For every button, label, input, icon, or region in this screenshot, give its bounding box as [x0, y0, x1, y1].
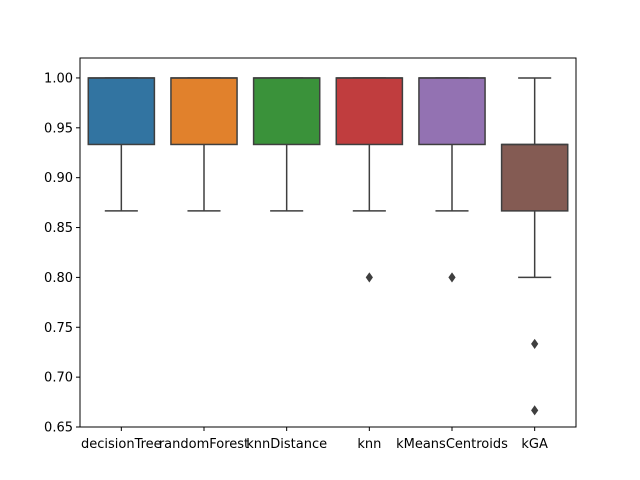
box-group-kMeansCentroids: [418, 77, 486, 283]
y-tick-label: 0.70: [44, 371, 73, 386]
box-group-randomForest: [170, 77, 238, 212]
x-tick-label: decisionTree: [81, 437, 162, 452]
x-tick-label: kGA: [521, 437, 548, 452]
x-tick-label: knnDistance: [246, 437, 327, 452]
y-axis: 0.65 0.70 0.75 0.80 0.85 0.90 0.95 1.00: [44, 71, 80, 436]
box-knnDistance: [252, 77, 321, 146]
box-group-knnDistance: [252, 77, 321, 212]
box-group-kGA: [500, 77, 569, 416]
box-randomForest: [170, 77, 238, 146]
box-knn: [335, 77, 404, 146]
y-tick-label: 0.80: [44, 271, 73, 286]
outlier-point: [448, 272, 456, 283]
box-group-decisionTree: [87, 77, 156, 212]
box-kMeansCentroids: [418, 77, 486, 146]
box-group-knn: [335, 77, 404, 283]
box-decisionTree: [87, 77, 156, 146]
y-tick-label: 0.95: [44, 121, 73, 136]
x-tick-label: kMeansCentroids: [396, 437, 508, 452]
outlier-point: [531, 405, 539, 416]
outlier-point: [531, 338, 539, 349]
y-tick-label: 0.85: [44, 221, 73, 236]
outlier-point: [365, 272, 373, 283]
box-kGA: [500, 143, 569, 212]
y-tick-label: 1.00: [44, 71, 73, 86]
y-tick-label: 0.65: [44, 421, 73, 436]
y-tick-label: 0.90: [44, 171, 73, 186]
axes-frame: [79, 57, 577, 428]
x-tick-label: randomForest: [159, 437, 249, 452]
x-tick-label: knn: [357, 437, 381, 452]
plot-area: [87, 77, 569, 416]
y-tick-label: 0.75: [44, 321, 73, 336]
